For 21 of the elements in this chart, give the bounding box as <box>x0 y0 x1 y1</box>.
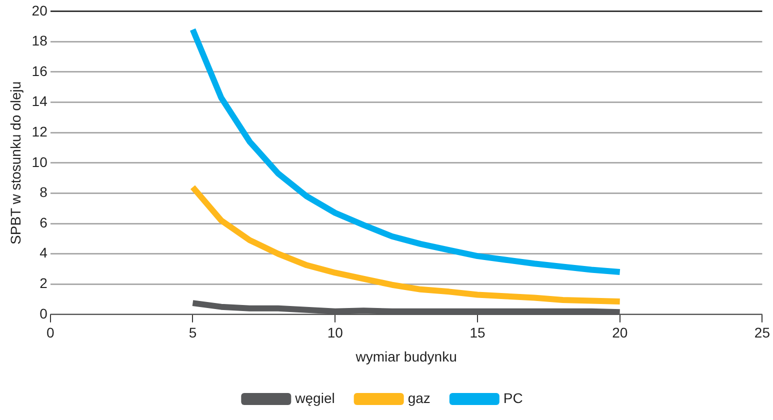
y-axis-title: SPBT w stosunku do oleju <box>7 81 24 244</box>
x-tick-label: 5 <box>188 324 197 341</box>
y-tick-label: 10 <box>32 154 48 170</box>
legend-label: gaz <box>408 390 430 406</box>
y-tick-label: 4 <box>40 244 48 261</box>
x-axis-title: wymiar budynku <box>354 348 457 364</box>
y-tick-label: 0 <box>40 305 48 322</box>
x-tick-label: 25 <box>754 324 770 341</box>
y-tick-label: 12 <box>32 123 48 140</box>
x-tick-label: 10 <box>327 324 344 341</box>
y-tick-label: 20 <box>32 2 48 18</box>
y-tick-label: 16 <box>32 62 48 79</box>
y-tick-label: 6 <box>40 214 48 230</box>
legend-label: węgiel <box>294 390 335 406</box>
y-tick-label: 8 <box>40 184 48 200</box>
legend-label: PC <box>503 390 523 406</box>
y-tick-label: 14 <box>32 93 48 110</box>
y-tick-label: 2 <box>40 274 48 291</box>
y-tick-label: 18 <box>32 32 48 49</box>
x-tick-label: 20 <box>612 324 628 341</box>
x-tick-label: 15 <box>470 324 486 341</box>
